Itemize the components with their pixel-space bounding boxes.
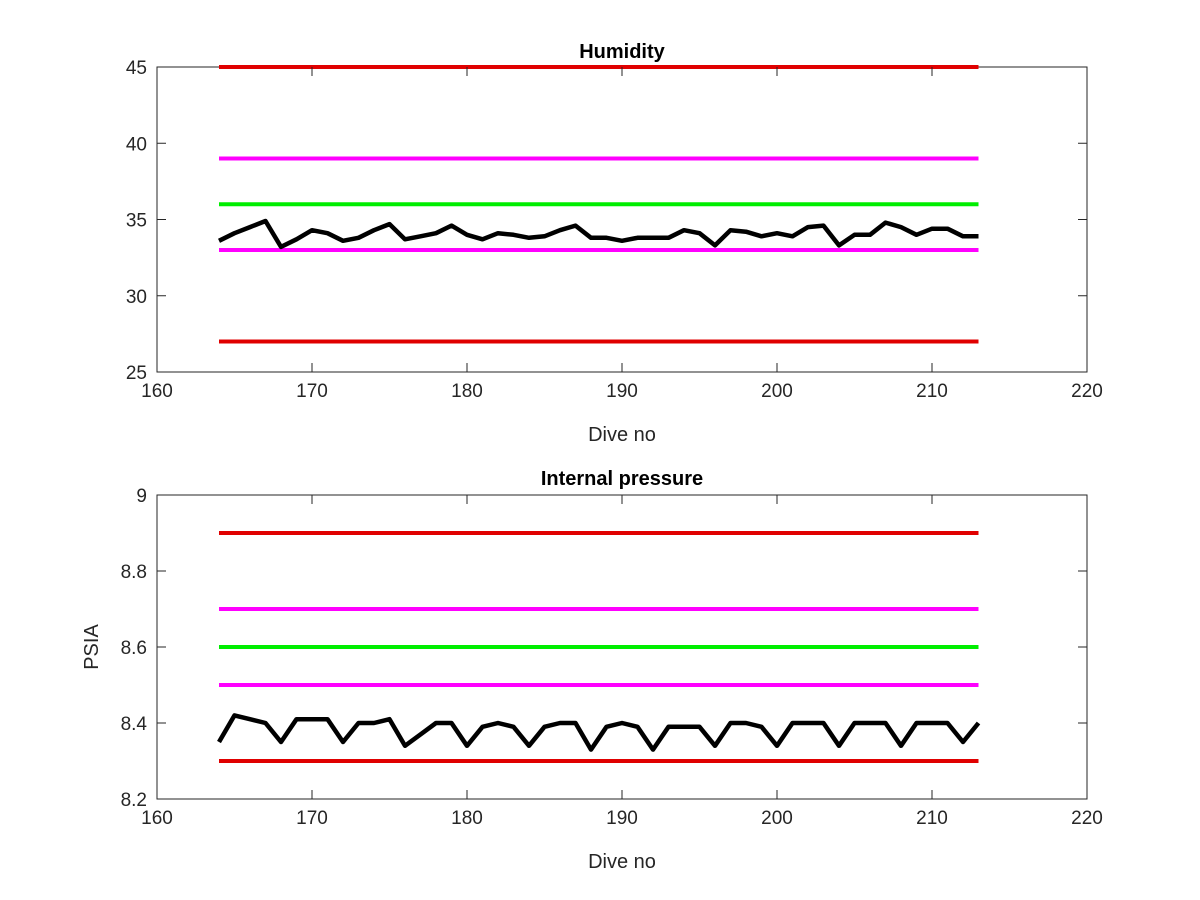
pressure-ytick-label: 9	[136, 486, 147, 507]
humidity-ticks-group: 160 170 180 190 200 210 220 25 30 35 40 45	[126, 58, 1103, 402]
pressure-xtick-label: 170	[296, 808, 328, 829]
humidity-measurement-line-5	[218, 218, 979, 250]
humidity-series-group	[218, 65, 979, 344]
humidity-xtick-label: 190	[606, 381, 638, 402]
pressure-ytick-label: 8.4	[121, 714, 148, 735]
humidity-xtick-label: 180	[451, 381, 483, 402]
pressure-ytick-label: 8.2	[121, 790, 147, 811]
pressure-ticks-group: 160 170 180 190 200 210 220 8.2 8.4 8.6 8.8 9	[121, 486, 1103, 829]
humidity-xtick-label: 160	[141, 381, 173, 402]
humidity-xtick-label: 200	[761, 381, 793, 402]
humidity-subplot: 160 170 180 190 200 210 220 25 30 35 40 45 Humidity…	[126, 41, 1103, 446]
humidity-title: Humidity	[579, 41, 665, 63]
pressure-ytick-label: 8.8	[121, 562, 147, 583]
humidity-plot-area	[156, 66, 1088, 373]
humidity-ytick-label: 35	[126, 211, 147, 232]
humidity-ytick-label: 30	[126, 287, 147, 308]
pressure-ylabel: PSIA	[81, 624, 103, 670]
pressure-xtick-label: 160	[141, 808, 173, 829]
pressure-series-group	[217, 531, 981, 763]
pressure-xtick-label: 190	[606, 808, 638, 829]
pressure-xtick-label: 200	[761, 808, 793, 829]
pressure-xlabel: Dive no	[588, 851, 656, 873]
pressure-xtick-label: 210	[916, 808, 948, 829]
humidity-xtick-label: 220	[1071, 381, 1103, 402]
pressure-ytick-label: 8.6	[121, 638, 147, 659]
pressure-xtick-label: 180	[451, 808, 483, 829]
humidity-xtick-label: 170	[296, 381, 328, 402]
pressure-measurement-line-5	[217, 713, 981, 752]
humidity-ytick-label: 45	[126, 58, 147, 79]
pressure-subplot: 160 170 180 190 200 210 220 8.2 8.4 8.6 8.8 9 Inter…	[81, 468, 1103, 873]
humidity-xlabel: Dive no	[588, 424, 656, 446]
humidity-ytick-label: 25	[126, 363, 147, 384]
humidity-xtick-label: 210	[916, 381, 948, 402]
pressure-xtick-label: 220	[1071, 808, 1103, 829]
pressure-title: Internal pressure	[541, 468, 703, 490]
humidity-ytick-label: 40	[126, 134, 147, 155]
